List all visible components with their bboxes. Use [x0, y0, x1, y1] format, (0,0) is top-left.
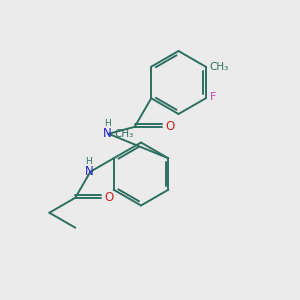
Text: CH₃: CH₃ — [114, 129, 134, 139]
Text: H: H — [85, 157, 92, 166]
Text: N: N — [85, 165, 93, 178]
Text: CH₃: CH₃ — [210, 62, 229, 72]
Text: O: O — [165, 120, 175, 133]
Text: H: H — [104, 119, 110, 128]
Text: N: N — [103, 127, 112, 140]
Text: F: F — [209, 92, 216, 102]
Text: O: O — [104, 191, 114, 204]
